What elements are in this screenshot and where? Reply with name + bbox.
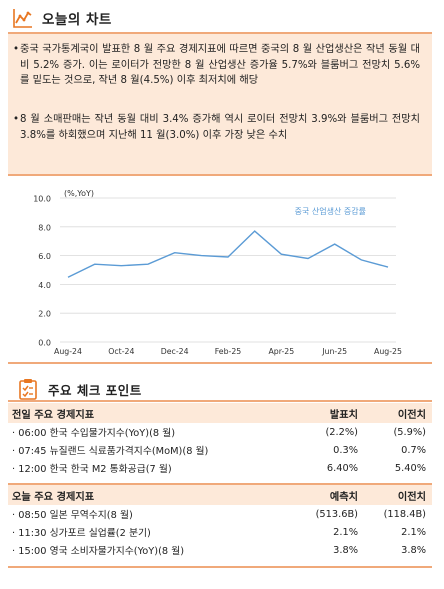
header-previous: 이전치	[368, 485, 432, 505]
page-title: 오늘의 차트	[42, 11, 112, 28]
summary-text: 중국 국가통계국이 발표한 8 월 주요 경제지표에 따르면 중국의 8 월 산…	[20, 44, 420, 86]
summary-bullet: • 8 월 소매판매는 작년 동월 대비 3.4% 증가해 역시 로이터 전망치…	[13, 112, 420, 143]
chart-divider	[8, 362, 432, 364]
x-tick-label: Jun-25	[321, 347, 347, 356]
series-line	[67, 230, 389, 278]
table-row: · 12:00 한국 한국 M2 통화공급(7 월) 6.40% 5.40%	[8, 459, 432, 477]
summary-text: 8 월 소매판매는 작년 동월 대비 3.4% 증가해 역시 로이터 전망치 3…	[20, 114, 420, 141]
y-unit-label: (%,YoY)	[64, 189, 94, 198]
indicator-name: · 07:45 뉴질랜드 식료품가격지수(MoM)(8 월)	[12, 446, 209, 457]
line-chart-icon	[13, 8, 32, 28]
legend-label: 중국 산업생산 증감률	[295, 206, 366, 216]
forecast-value: 3.8%	[333, 544, 358, 556]
table-row: · 06:00 한국 수입물가지수(YoY)(8 월) (2.2%) (5.9%…	[8, 423, 432, 441]
indicator-name: · 12:00 한국 한국 M2 통화공급(7 월)	[12, 464, 172, 475]
checklist-icon	[19, 379, 37, 400]
y-tick-label: 0.0	[38, 339, 51, 348]
x-tick-label: Feb-25	[215, 347, 242, 356]
summary-bullet: • 중국 국가통계국이 발표한 8 월 주요 경제지표에 따르면 중국의 8 월…	[13, 42, 420, 89]
y-tick-label: 4.0	[38, 281, 51, 290]
header-divider	[8, 32, 432, 34]
industrial-production-chart: 0.0 2.0 4.0 6.0 8.0 10.0 (%,YoY) Aug-24 Oct-24 De…	[8, 182, 432, 360]
summary-panel: • 중국 국가통계국이 발표한 8 월 주요 경제지표에 따르면 중국의 8 월…	[8, 34, 432, 174]
previous-value: 3.8%	[401, 544, 426, 556]
y-tick-label: 6.0	[38, 252, 51, 261]
table-row: · 08:50 일본 무역수지(8 월) (513.6B) (118.4B)	[8, 505, 432, 523]
table-header-row: 오늘 주요 경제지표 예측치 이전치	[8, 485, 432, 505]
forecast-value: 2.1%	[333, 526, 358, 538]
x-tick-label: Aug-24	[54, 347, 82, 356]
y-tick-label: 8.0	[38, 223, 51, 232]
check-divider	[8, 400, 432, 402]
table-header-row: 전일 주요 경제지표 발표치 이전치	[8, 403, 432, 423]
actual-value: (2.2%)	[325, 426, 358, 438]
x-tick-label: Dec-24	[161, 347, 189, 356]
table-row: · 07:45 뉴질랜드 식료품가격지수(MoM)(8 월) 0.3% 0.7%	[8, 441, 432, 459]
indicator-name: · 08:50 일본 무역수지(8 월)	[12, 510, 133, 521]
x-tick-label: Oct-24	[108, 347, 134, 356]
y-tick-label: 10.0	[33, 195, 51, 204]
bullet-dot: •	[13, 114, 20, 125]
today-indicators-table: 오늘 주요 경제지표 예측치 이전치 · 08:50 일본 무역수지(8 월) …	[8, 485, 432, 559]
chart-canvas: 0.0 2.0 4.0 6.0 8.0 10.0 (%,YoY) Aug-24 Oct-24 De…	[33, 189, 402, 356]
bullet-dot: •	[13, 44, 20, 55]
chart-section-header: 오늘의 차트	[8, 4, 432, 31]
previous-value: 2.1%	[401, 526, 426, 538]
actual-value: 0.3%	[333, 444, 358, 456]
check-section-title: 주요 체크 포인트	[48, 382, 142, 398]
header-indicator: 오늘 주요 경제지표	[8, 485, 280, 505]
header-indicator: 전일 주요 경제지표	[8, 403, 280, 423]
indicator-name: · 15:00 영국 소비자물가지수(YoY)(8 월)	[12, 546, 185, 557]
previous-value: 0.7%	[401, 444, 426, 456]
x-tick-label: Aug-25	[374, 347, 402, 356]
summary-divider	[8, 174, 432, 176]
indicator-name: · 11:30 싱가포르 실업률(2 분기)	[12, 528, 151, 539]
bottom-divider	[8, 566, 432, 568]
previous-value: 5.40%	[394, 462, 426, 474]
actual-value: 6.40%	[326, 462, 358, 474]
check-section-header: 주요 체크 포인트	[8, 376, 432, 402]
header-actual: 발표치	[280, 403, 368, 423]
table-row: · 15:00 영국 소비자물가지수(YoY)(8 월) 3.8% 3.8%	[8, 541, 432, 559]
table-row: · 11:30 싱가포르 실업률(2 분기) 2.1% 2.1%	[8, 523, 432, 541]
previous-value: (118.4B)	[383, 508, 426, 520]
indicator-name: · 06:00 한국 수입물가지수(YoY)(8 월)	[12, 428, 176, 439]
prev-indicators-table: 전일 주요 경제지표 발표치 이전치 · 06:00 한국 수입물가지수(YoY…	[8, 403, 432, 477]
x-tick-label: Apr-25	[268, 347, 294, 356]
header-forecast: 예측치	[280, 485, 368, 505]
header-previous: 이전치	[368, 403, 432, 423]
table-divider	[8, 483, 432, 485]
y-tick-label: 2.0	[38, 310, 51, 319]
previous-value: (5.9%)	[393, 426, 426, 438]
forecast-value: (513.6B)	[315, 508, 358, 520]
